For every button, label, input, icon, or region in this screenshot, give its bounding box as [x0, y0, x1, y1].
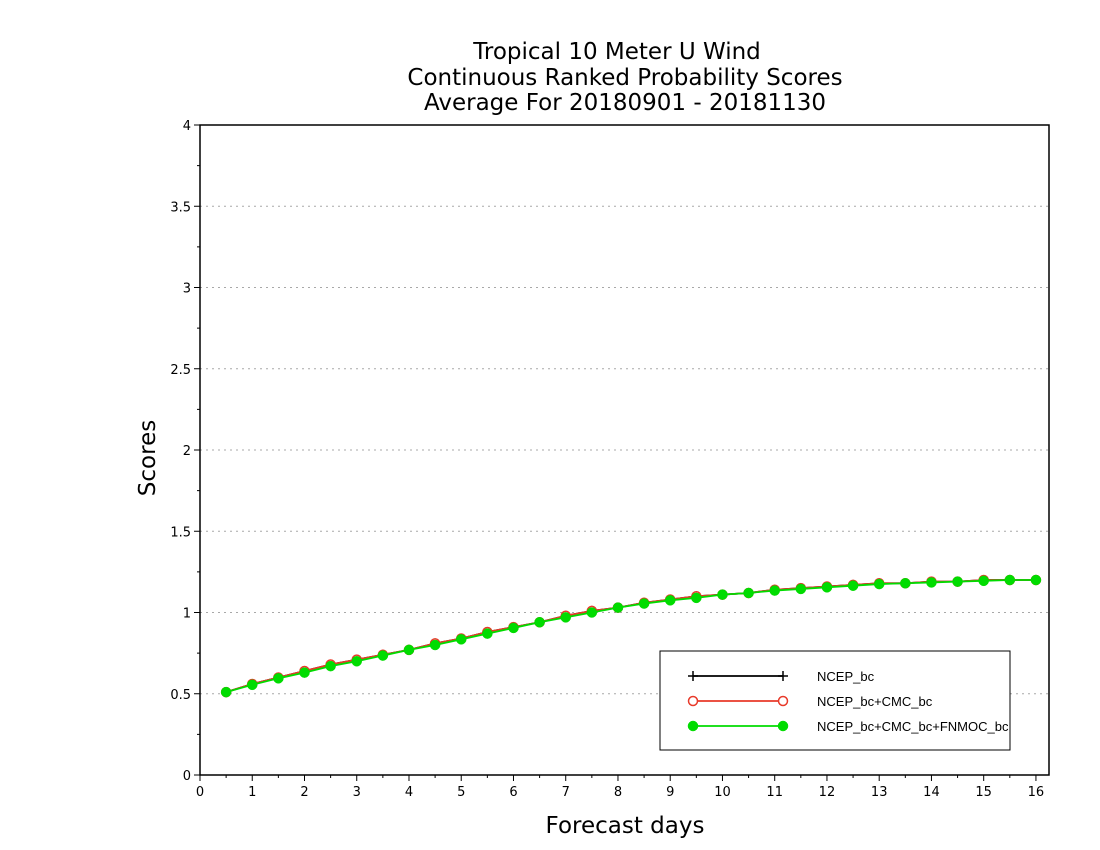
- x-tick-label-5: 5: [457, 785, 465, 800]
- x-tick-label-16: 16: [1028, 785, 1045, 800]
- series-2-point-29: [978, 575, 989, 587]
- series-2-point-25: [873, 578, 885, 590]
- series-2-point-13: [560, 612, 571, 623]
- x-axis-ticks: 0 1 2 3 4 5 6 7 8 9 10 11 12 13 14 15 16: [196, 775, 1044, 800]
- series-2-point-23: [821, 582, 833, 593]
- x-axis-label: Forecast days: [546, 813, 705, 839]
- x-tick-label-12: 12: [819, 785, 836, 800]
- series-2-point-10: [482, 628, 493, 639]
- title-line-1: Tropical 10 Meter U Wind: [472, 39, 761, 65]
- series-2-point-28: [952, 576, 963, 587]
- legend-label-0: NCEP_bc: [817, 669, 875, 684]
- series-2-point-20: [743, 587, 754, 599]
- y-tick-label-7: 3.5: [170, 200, 191, 215]
- series-2-point-1: [246, 679, 258, 691]
- x-tick-label-0: 0: [196, 785, 204, 800]
- x-tick-label-1: 1: [248, 785, 256, 800]
- series-2-point-18: [691, 592, 702, 604]
- x-tick-label-7: 7: [562, 785, 570, 800]
- y-tick-label-4: 2: [183, 444, 191, 459]
- x-tick-label-14: 14: [923, 785, 940, 800]
- legend-label-1: NCEP_bc+CMC_bc: [817, 694, 933, 709]
- series-2-point-22: [795, 583, 807, 595]
- legend-label-2: NCEP_bc+CMC_bc+FNMOC_bc: [817, 719, 1009, 734]
- y-tick-label-2: 1: [183, 607, 191, 622]
- legend-marker-end-2: [777, 720, 789, 732]
- series-2-point-16: [638, 598, 650, 609]
- y-tick-label-0: 0: [183, 769, 191, 784]
- x-tick-label-10: 10: [714, 785, 731, 800]
- series-2-point-11: [508, 622, 519, 634]
- series-2-point-30: [1004, 574, 1016, 586]
- y-tick-label-1: 0.5: [170, 688, 191, 703]
- x-tick-label-9: 9: [666, 785, 674, 800]
- x-tick-label-8: 8: [614, 785, 622, 800]
- series-2-point-14: [586, 607, 598, 618]
- legend-marker-start-2: [687, 720, 699, 732]
- y-tick-label-8: 4: [183, 119, 191, 134]
- series-2-point-6: [377, 650, 389, 661]
- x-tick-label-4: 4: [405, 785, 413, 800]
- y-axis-label: Scores: [135, 420, 161, 496]
- y-tick-label-5: 2.5: [170, 363, 191, 378]
- title-line-3: Average For 20180901 - 20181130: [424, 90, 826, 116]
- y-tick-label-6: 3: [183, 282, 191, 297]
- series-2-point-2: [273, 673, 284, 684]
- series-2-point-26: [900, 578, 911, 589]
- x-tick-label-13: 13: [871, 785, 888, 800]
- legend: NCEP_bc NCEP_bc+CMC_bc NCEP_bc+CMC_bc+FNMO…: [659, 650, 1011, 751]
- y-axis-ticks: 0 0.5 1 1.5 2 2.5 3 3.5 4: [170, 119, 200, 784]
- legend-marker-end-0: [778, 671, 788, 681]
- x-tick-label-3: 3: [353, 785, 361, 800]
- series-2-point-5: [351, 656, 362, 667]
- x-tick-label-2: 2: [300, 785, 308, 800]
- y-tick-label-3: 1.5: [170, 525, 191, 540]
- series-2-point-12: [534, 617, 545, 628]
- series-2-point-19: [717, 589, 728, 600]
- series-2-point-24: [847, 580, 859, 591]
- legend-marker-end-1: [777, 695, 789, 707]
- legend-marker-start-0: [688, 671, 698, 681]
- series-layer: [220, 574, 1042, 698]
- x-tick-label-15: 15: [975, 785, 992, 800]
- series-2-point-4: [325, 660, 336, 672]
- legend-marker-start-1: [687, 695, 699, 707]
- series-2-point-15: [612, 602, 624, 613]
- series-2-point-21: [769, 585, 780, 596]
- series-2-point-0: [220, 686, 232, 698]
- chart-title: Tropical 10 Meter U Wind Continuous Rank…: [407, 39, 842, 116]
- title-line-2: Continuous Ranked Probability Scores: [407, 65, 842, 91]
- series-2-point-7: [403, 644, 415, 656]
- series-2-point-17: [664, 595, 676, 606]
- x-tick-label-11: 11: [766, 785, 783, 800]
- series-2-point-9: [455, 634, 467, 645]
- series-2-point-27: [926, 577, 937, 588]
- series-2-point-31: [1030, 574, 1042, 586]
- series-2-point-3: [299, 667, 310, 678]
- series-2-point-8: [429, 639, 441, 651]
- x-tick-label-6: 6: [509, 785, 517, 800]
- series-2: [220, 574, 1042, 698]
